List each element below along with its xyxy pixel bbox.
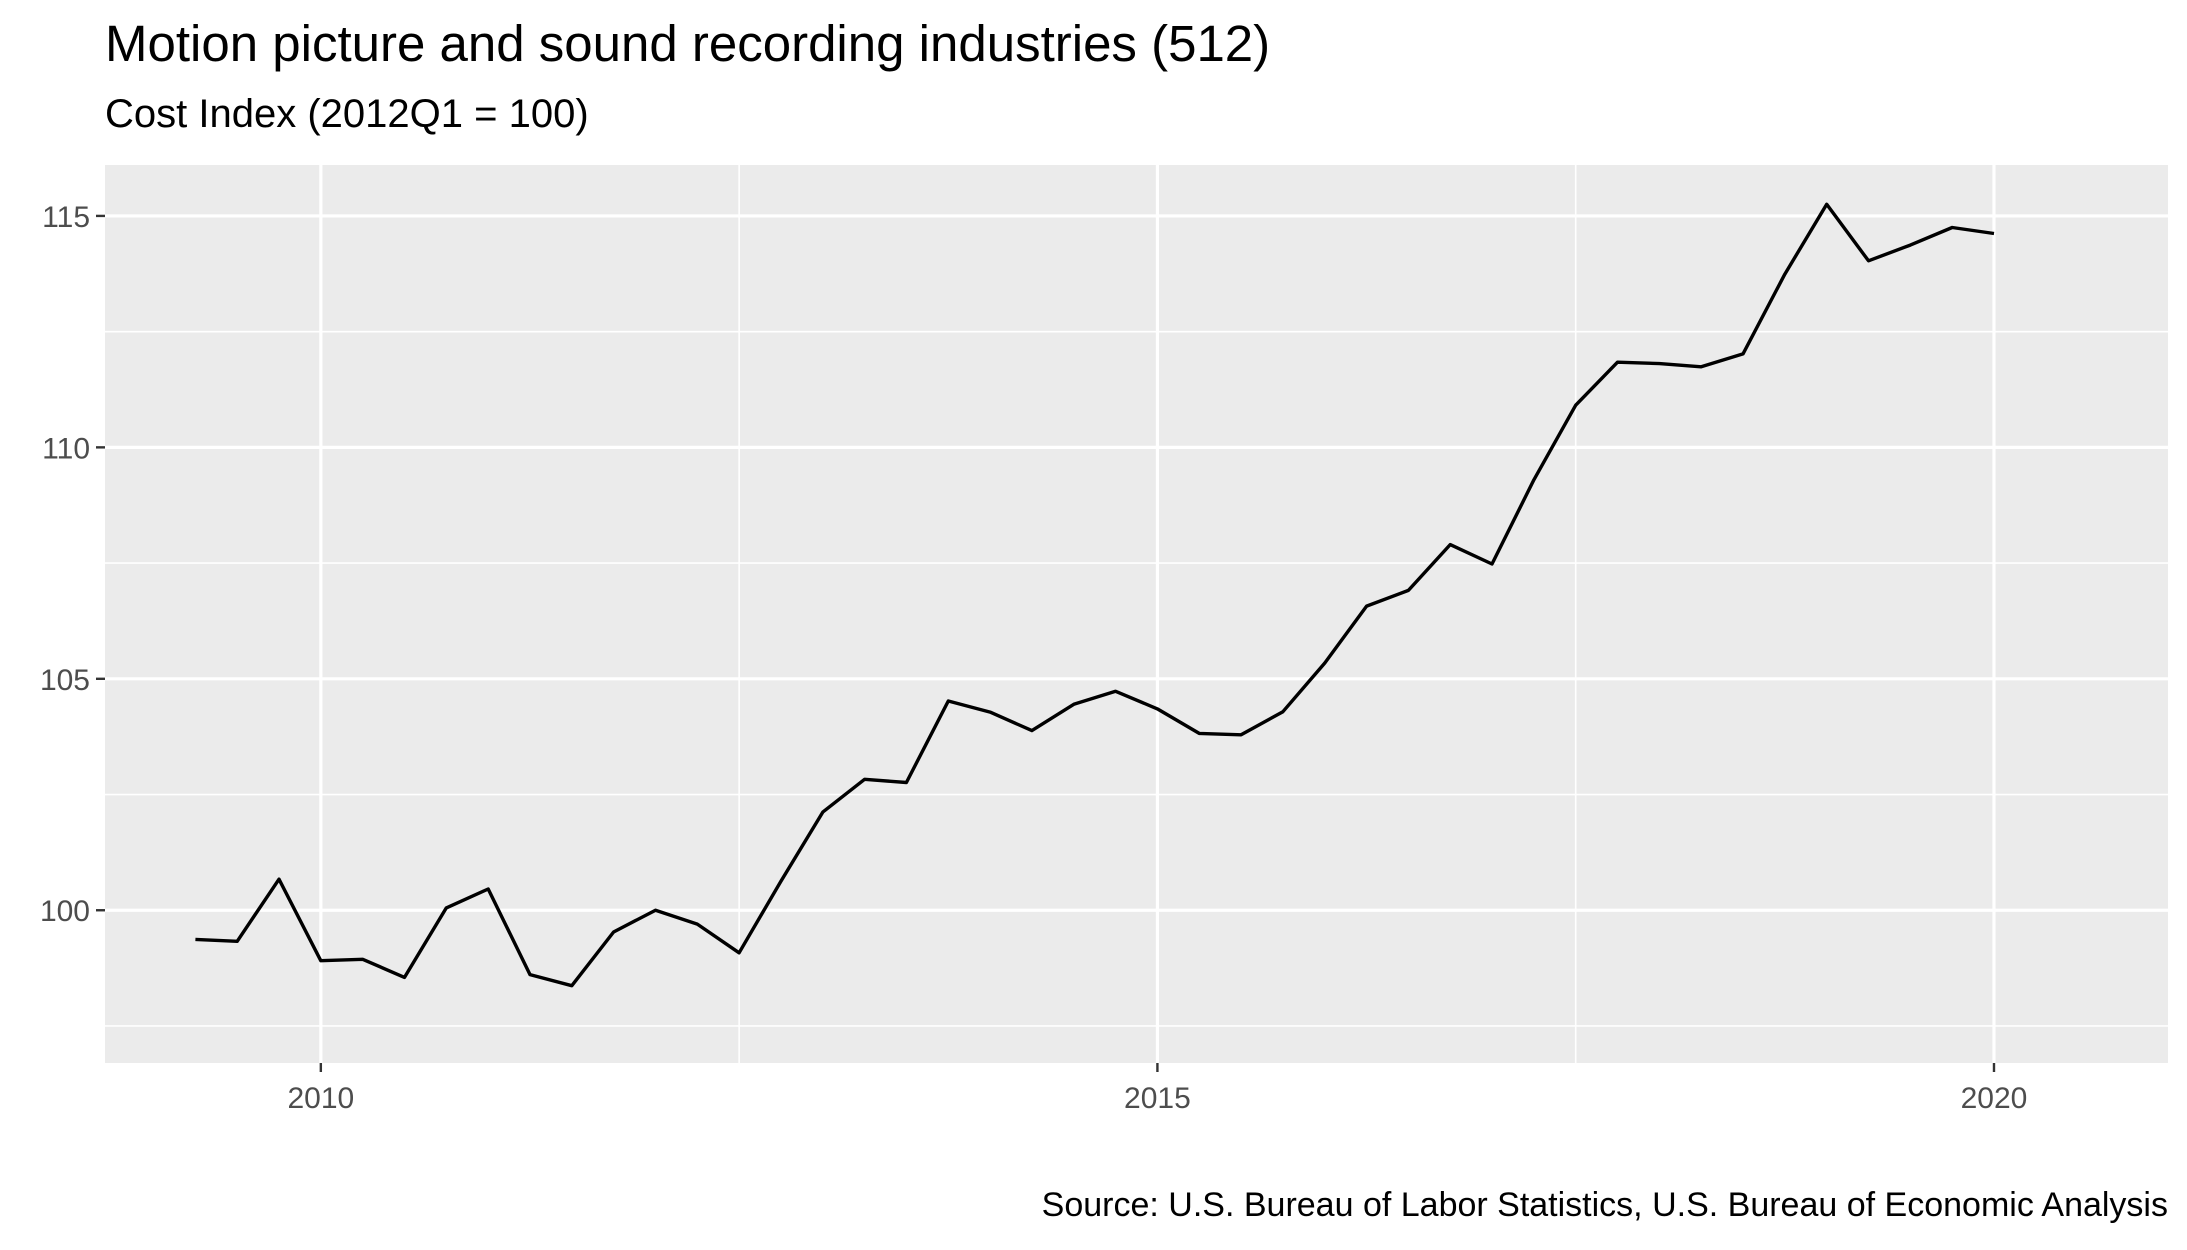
x-tick-label: 2010 (287, 1082, 354, 1115)
plot-panel (105, 165, 2168, 1063)
x-tick-label: 2020 (1961, 1082, 2028, 1115)
minor-gridlines (105, 165, 2168, 1063)
axis-ticks (96, 214, 1996, 1072)
y-tick-label: 105 (40, 664, 90, 697)
chart-title: Motion picture and sound recording indus… (105, 15, 1271, 72)
y-tick-label: 115 (42, 201, 90, 234)
chart-subtitle: Cost Index (2012Q1 = 100) (105, 92, 589, 136)
series-line (195, 202, 1995, 988)
x-tick-label: 2015 (1124, 1082, 1191, 1115)
y-tick-label: 110 (42, 432, 90, 465)
tick-labels: 2010 2015 2020 100 105 110 115 (40, 201, 2027, 1115)
chart-caption: Source: U.S. Bureau of Labor Statistics,… (1041, 1186, 2168, 1224)
y-tick-label: 100 (40, 895, 90, 928)
major-gridlines (105, 165, 2168, 1063)
